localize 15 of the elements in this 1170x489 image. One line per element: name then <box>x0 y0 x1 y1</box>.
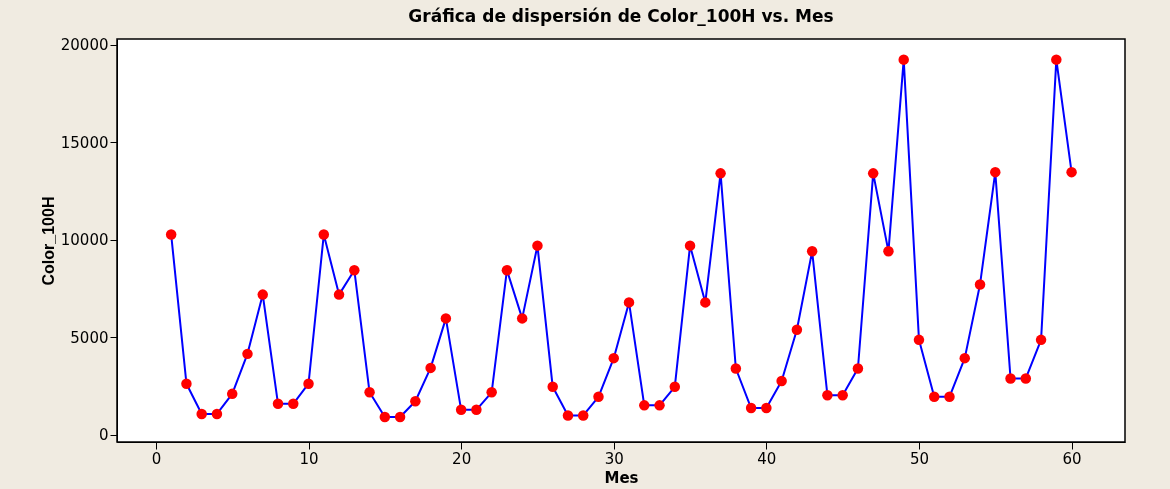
x-tick-label: 20 <box>452 449 472 468</box>
x-tick-label: 50 <box>909 449 930 468</box>
y-tick-label: 10000 <box>60 231 109 250</box>
y-axis-title: Color_100H <box>39 196 57 286</box>
chart-title: Gráfica de dispersión de Color_100H vs. Mes <box>408 5 834 26</box>
x-tick-label: 10 <box>299 449 319 468</box>
x-tick-label: 40 <box>757 449 777 468</box>
x-tick-label: 60 <box>1062 449 1082 468</box>
x-axis-title: Mes <box>604 468 639 487</box>
y-tick-label: 15000 <box>60 133 109 152</box>
y-tick-label: 20000 <box>60 36 109 55</box>
x-tick-label: 30 <box>604 449 624 468</box>
y-tick-label: 0 <box>98 426 109 445</box>
x-tick-label: 0 <box>151 449 162 468</box>
y-tick-label: 5000 <box>70 328 109 347</box>
